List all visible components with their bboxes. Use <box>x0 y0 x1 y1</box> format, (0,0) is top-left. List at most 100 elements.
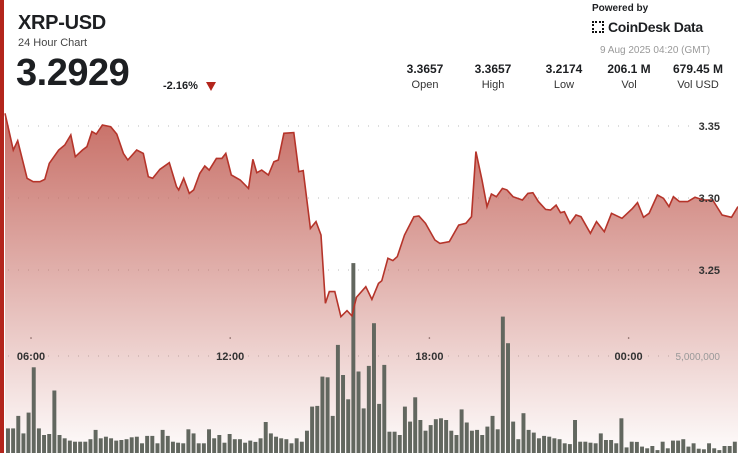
stat-label: Vol USD <box>677 79 719 91</box>
volume-bar <box>11 428 16 453</box>
volume-bar <box>609 440 614 453</box>
x-tick-label: 06:00 <box>17 351 45 363</box>
volume-bar <box>196 443 201 453</box>
stat-label: High <box>481 79 505 91</box>
symbol-title: XRP-USD <box>18 12 106 34</box>
volume-bar <box>655 450 660 453</box>
volume-bar <box>475 429 480 453</box>
volume-bar <box>619 418 624 453</box>
volume-bar <box>573 420 577 453</box>
volume-bar <box>356 371 361 453</box>
volume-bar <box>402 406 407 453</box>
volume-bar <box>614 443 619 453</box>
x-tick-label: 18:00 <box>415 351 443 363</box>
volume-bar <box>52 390 57 453</box>
volume-bar <box>134 436 139 453</box>
volume-bar <box>691 443 696 453</box>
volume-bar <box>629 441 634 453</box>
volume-bar <box>552 438 557 453</box>
volume-bar <box>418 420 423 453</box>
volume-bar <box>21 433 26 453</box>
volume-bar <box>372 323 376 453</box>
volume-bar <box>119 440 124 453</box>
volume-bar <box>320 376 325 453</box>
volume-bar <box>212 438 217 453</box>
volume-bar <box>665 448 670 453</box>
volume-bar <box>217 435 222 453</box>
volume-bar <box>26 412 31 453</box>
volume-bar <box>98 438 103 453</box>
volume-bar <box>588 442 593 453</box>
volume-bar <box>155 443 160 453</box>
stat-vol: 206.1 M Vol <box>589 62 669 91</box>
coindesk-mark-icon <box>592 21 604 33</box>
volume-bar <box>449 430 454 453</box>
price-change: -2.16% <box>163 80 198 92</box>
volume-bar <box>201 443 206 453</box>
volume-bar <box>78 441 83 453</box>
volume-bar <box>274 436 279 453</box>
volume-bar <box>500 316 505 453</box>
volume-bar <box>268 433 273 453</box>
price-area <box>5 113 738 453</box>
volume-bar <box>562 443 567 453</box>
volume-bar <box>366 365 371 453</box>
volume-bar <box>83 441 88 453</box>
volume-bar <box>634 441 639 453</box>
volume-bar <box>650 446 655 453</box>
stat-value: 3.3657 <box>474 62 512 76</box>
volume-bar <box>160 429 165 453</box>
volume-bar <box>660 441 665 453</box>
volume-bar <box>341 375 346 453</box>
volume-bar <box>701 449 706 453</box>
volume-bar <box>413 397 418 453</box>
volume-bar <box>47 434 52 453</box>
volume-bar <box>310 406 315 453</box>
timestamp: 9 Aug 2025 04:20 (GMT) <box>600 45 711 56</box>
volume-bar <box>686 446 691 453</box>
current-price: 3.2929 <box>16 52 130 94</box>
volume-bar <box>109 438 114 453</box>
volume-bar <box>707 443 712 453</box>
volume-bar <box>511 421 516 453</box>
volume-bar <box>284 439 289 453</box>
volume-bar <box>578 441 583 453</box>
volume-bar <box>361 408 366 453</box>
volume-bar <box>289 443 294 453</box>
volume-bar <box>670 440 675 453</box>
volume-bar <box>325 377 330 453</box>
volume-bar <box>516 439 521 453</box>
volume-bar <box>222 442 227 453</box>
stat-label: Low <box>553 79 575 91</box>
volume-bar <box>567 444 572 453</box>
volume-bar <box>62 438 67 453</box>
volume-bar <box>459 409 464 453</box>
volume-bar <box>258 438 263 453</box>
volume-bar <box>248 440 253 453</box>
brand-name: CoinDesk Data <box>608 19 703 35</box>
volume-bar <box>464 422 469 453</box>
volume-bar <box>676 440 681 453</box>
volume-bar <box>186 429 191 453</box>
volume-bar <box>495 429 500 453</box>
stat-value: 3.3657 <box>406 62 444 76</box>
volume-bar <box>150 435 155 453</box>
powered-by: Powered by <box>592 3 649 14</box>
volume-bar <box>583 441 588 453</box>
stat-value: 3.2174 <box>545 62 583 76</box>
volume-bar <box>490 415 495 453</box>
stat-open: 3.3657 Open <box>385 62 465 91</box>
volume-bar <box>263 422 268 453</box>
volume-bar <box>377 403 382 453</box>
stat-low: 3.2174 Low <box>524 62 604 91</box>
volume-bar <box>480 435 485 453</box>
y-tick-label: 3.30 <box>699 193 720 205</box>
volume-bar <box>387 431 392 453</box>
volume-bar <box>346 399 351 453</box>
volume-bar <box>681 439 686 453</box>
volume-bar <box>444 420 449 453</box>
volume-bar <box>253 441 258 453</box>
volume-bar <box>335 344 340 453</box>
y-tick-label: 3.35 <box>699 121 720 133</box>
volume-bar <box>624 447 629 453</box>
